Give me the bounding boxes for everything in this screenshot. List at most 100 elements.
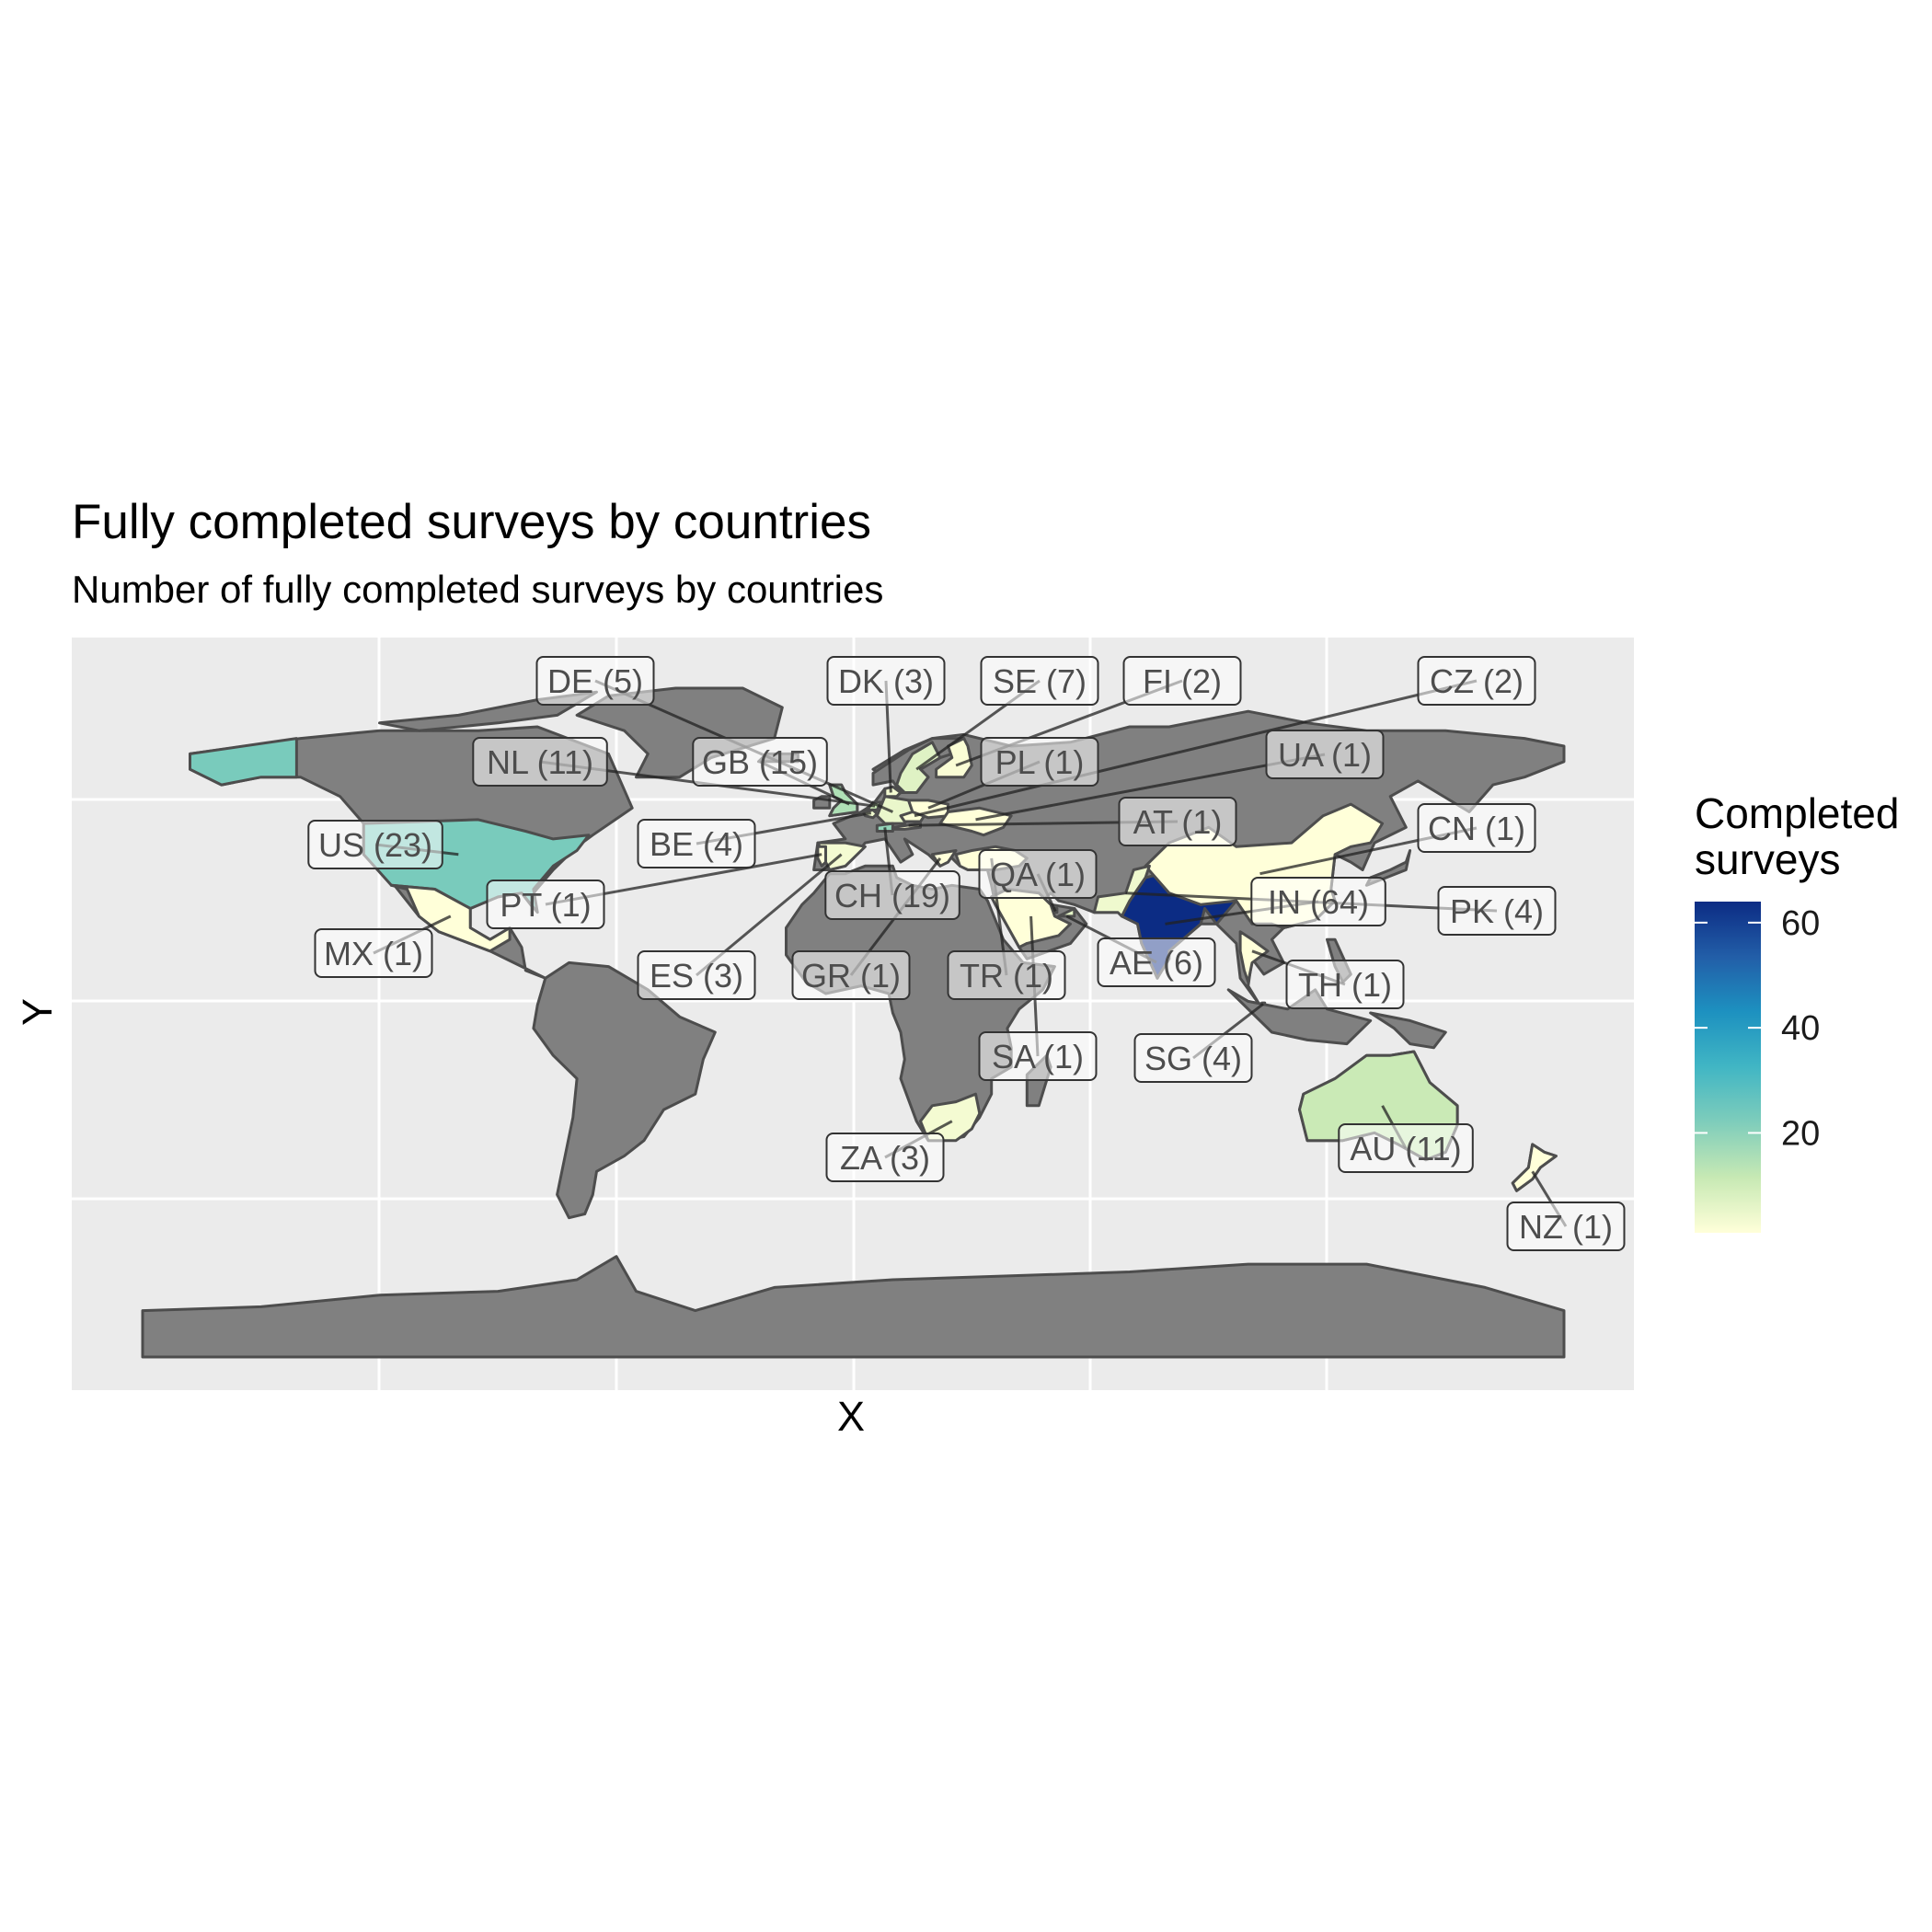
label-nz: NZ (1)	[1506, 1202, 1626, 1251]
label-text-in: IN (64)	[1268, 883, 1369, 921]
label-box-pk	[1437, 886, 1557, 936]
label-box-dk	[826, 656, 946, 706]
country-ua	[938, 806, 1013, 837]
label-box-fi	[1122, 656, 1242, 706]
country-nz	[1511, 1143, 1558, 1192]
label-at: AT (1)	[1118, 797, 1237, 846]
label-box-pl	[980, 737, 1099, 787]
label-us: US (23)	[307, 820, 443, 869]
label-pt: PT (1)	[486, 880, 605, 929]
chart-subtitle: Number of fully completed surveys by cou…	[72, 568, 883, 611]
label-text-gb: GB (15)	[702, 743, 818, 781]
label-in: IN (64)	[1250, 877, 1386, 926]
label-dk: DK (3)	[826, 656, 946, 706]
landmass-south-america	[532, 960, 717, 1220]
y-axis-title: Y	[14, 998, 61, 1026]
label-box-gb	[692, 737, 828, 787]
legend-tick-label: 40	[1781, 1009, 1820, 1048]
label-box-tr	[947, 950, 1066, 1000]
label-box-sg	[1133, 1033, 1253, 1083]
label-pk: PK (4)	[1437, 886, 1557, 936]
label-text-tr: TR (1)	[960, 957, 1053, 995]
label-fi: FI (2)	[1122, 656, 1242, 706]
label-mx: MX (1)	[314, 928, 433, 978]
label-ch: CH (19)	[824, 870, 960, 920]
legend-tick-label: 20	[1781, 1114, 1820, 1153]
label-text-nl: NL (11)	[487, 743, 593, 781]
label-box-se	[980, 656, 1099, 706]
country-pk	[1092, 864, 1151, 918]
landmass-antarctica	[141, 1255, 1566, 1359]
label-box-qa	[978, 849, 1098, 899]
label-box-cz	[1417, 656, 1536, 706]
label-text-de: DE (5)	[547, 662, 643, 700]
label-box-gr	[791, 950, 911, 1000]
label-sa: SA (1)	[978, 1031, 1098, 1081]
country-mx	[389, 883, 512, 953]
legend-title-line-2: surveys	[1695, 835, 1840, 883]
label-pl: PL (1)	[980, 737, 1099, 787]
label-box-th	[1285, 960, 1405, 1009]
label-nl: NL (11)	[472, 737, 608, 787]
label-text-gr: GR (1)	[801, 957, 901, 995]
label-ua: UA (1)	[1265, 730, 1385, 779]
label-au: AU (11)	[1338, 1123, 1474, 1173]
label-box-nz	[1506, 1202, 1626, 1251]
label-text-pk: PK (4)	[1450, 892, 1544, 930]
label-text-se: SE (7)	[993, 662, 1087, 700]
label-text-us: US (23)	[318, 826, 432, 864]
label-sg: SG (4)	[1133, 1033, 1253, 1083]
label-box-in	[1250, 877, 1386, 926]
label-za: ZA (3)	[825, 1133, 945, 1182]
label-gr: GR (1)	[791, 950, 911, 1000]
label-tr: TR (1)	[947, 950, 1066, 1000]
label-cn: CN (1)	[1417, 803, 1536, 853]
label-text-fi: FI (2)	[1143, 662, 1222, 700]
label-text-ae: AE (6)	[1110, 944, 1203, 982]
label-text-ua: UA (1)	[1278, 736, 1372, 774]
label-text-at: AT (1)	[1133, 803, 1223, 841]
label-box-nl	[472, 737, 608, 787]
landmass-new-guinea	[1369, 1011, 1447, 1050]
label-text-za: ZA (3)	[840, 1139, 930, 1177]
label-box-ae	[1097, 937, 1216, 987]
label-text-sg: SG (4)	[1144, 1040, 1242, 1077]
label-box-at	[1118, 797, 1237, 846]
label-th: TH (1)	[1285, 960, 1405, 1009]
legend-title-line-1: Completed	[1695, 789, 1899, 837]
label-box-ua	[1265, 730, 1385, 779]
label-text-cn: CN (1)	[1428, 810, 1525, 847]
label-box-sa	[978, 1031, 1098, 1081]
label-cz: CZ (2)	[1417, 656, 1536, 706]
label-se: SE (7)	[980, 656, 1099, 706]
label-text-ch: CH (19)	[834, 877, 950, 914]
legend-tick-label: 60	[1781, 904, 1820, 943]
label-box-ch	[824, 870, 960, 920]
label-box-mx	[314, 928, 433, 978]
country-labels: DE (5) DK (3) SE (7) FI (2) CZ (2) NL (11) GB …	[307, 656, 1626, 1251]
label-text-nz: NZ (1)	[1519, 1208, 1613, 1246]
country-fi	[935, 737, 973, 779]
country-pt	[816, 845, 827, 868]
label-be: BE (4)	[637, 819, 756, 868]
label-qa: QA (1)	[978, 849, 1098, 899]
landmass-japan	[1364, 849, 1412, 887]
label-text-dk: DK (3)	[838, 662, 934, 700]
label-box-be	[637, 819, 756, 868]
landmass-indonesia	[1226, 988, 1373, 1046]
chart-title: Fully completed surveys by countries	[72, 495, 871, 549]
label-de: DE (5)	[535, 656, 655, 706]
country-us_ak	[189, 737, 298, 787]
label-ae: AE (6)	[1097, 937, 1216, 987]
label-text-be: BE (4)	[650, 825, 743, 863]
label-box-us	[307, 820, 443, 869]
label-gb: GB (15)	[692, 737, 828, 787]
label-box-au	[1338, 1123, 1474, 1173]
label-es: ES (3)	[637, 950, 756, 1000]
label-box-za	[825, 1133, 945, 1182]
label-box-pt	[486, 880, 605, 929]
label-text-pl: PL (1)	[995, 743, 1085, 781]
label-text-au: AU (11)	[1350, 1130, 1461, 1167]
label-box-es	[637, 950, 756, 1000]
